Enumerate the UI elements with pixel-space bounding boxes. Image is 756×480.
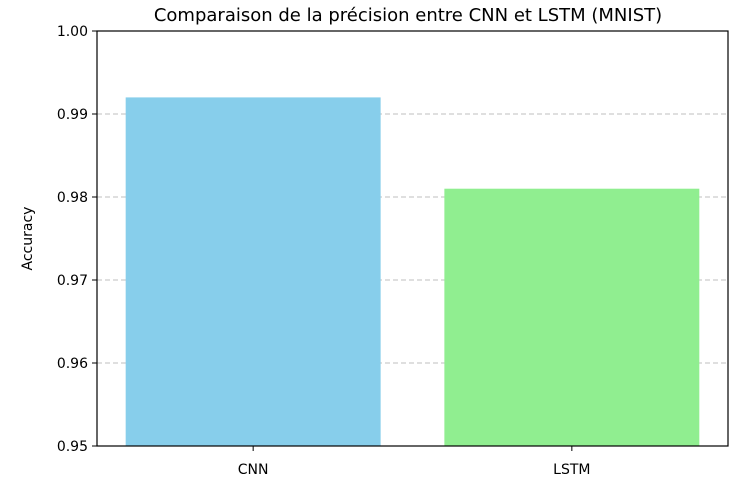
y-tick-label: 0.96 xyxy=(57,356,88,372)
x-tick-label: LSTM xyxy=(553,462,590,478)
y-tick-label: 0.98 xyxy=(57,190,88,206)
y-axis-label: Accuracy xyxy=(20,207,36,271)
y-axis-ticks: 0.95 0.96 0.97 0.98 0.99 1.00 xyxy=(57,24,97,455)
bar-lstm xyxy=(444,188,700,446)
y-tick-label: 0.99 xyxy=(57,107,88,123)
y-tick-label: 1.00 xyxy=(57,24,88,40)
plot-frame xyxy=(96,30,729,447)
bars xyxy=(125,97,700,447)
chart-title: Comparaison de la précision entre CNN et… xyxy=(154,5,662,26)
x-tick-label: CNN xyxy=(238,462,269,478)
bar-cnn xyxy=(125,97,381,447)
x-axis-ticks: CNN LSTM xyxy=(238,446,591,478)
y-tick-label: 0.95 xyxy=(57,439,88,455)
y-tick-label: 0.97 xyxy=(57,273,88,289)
